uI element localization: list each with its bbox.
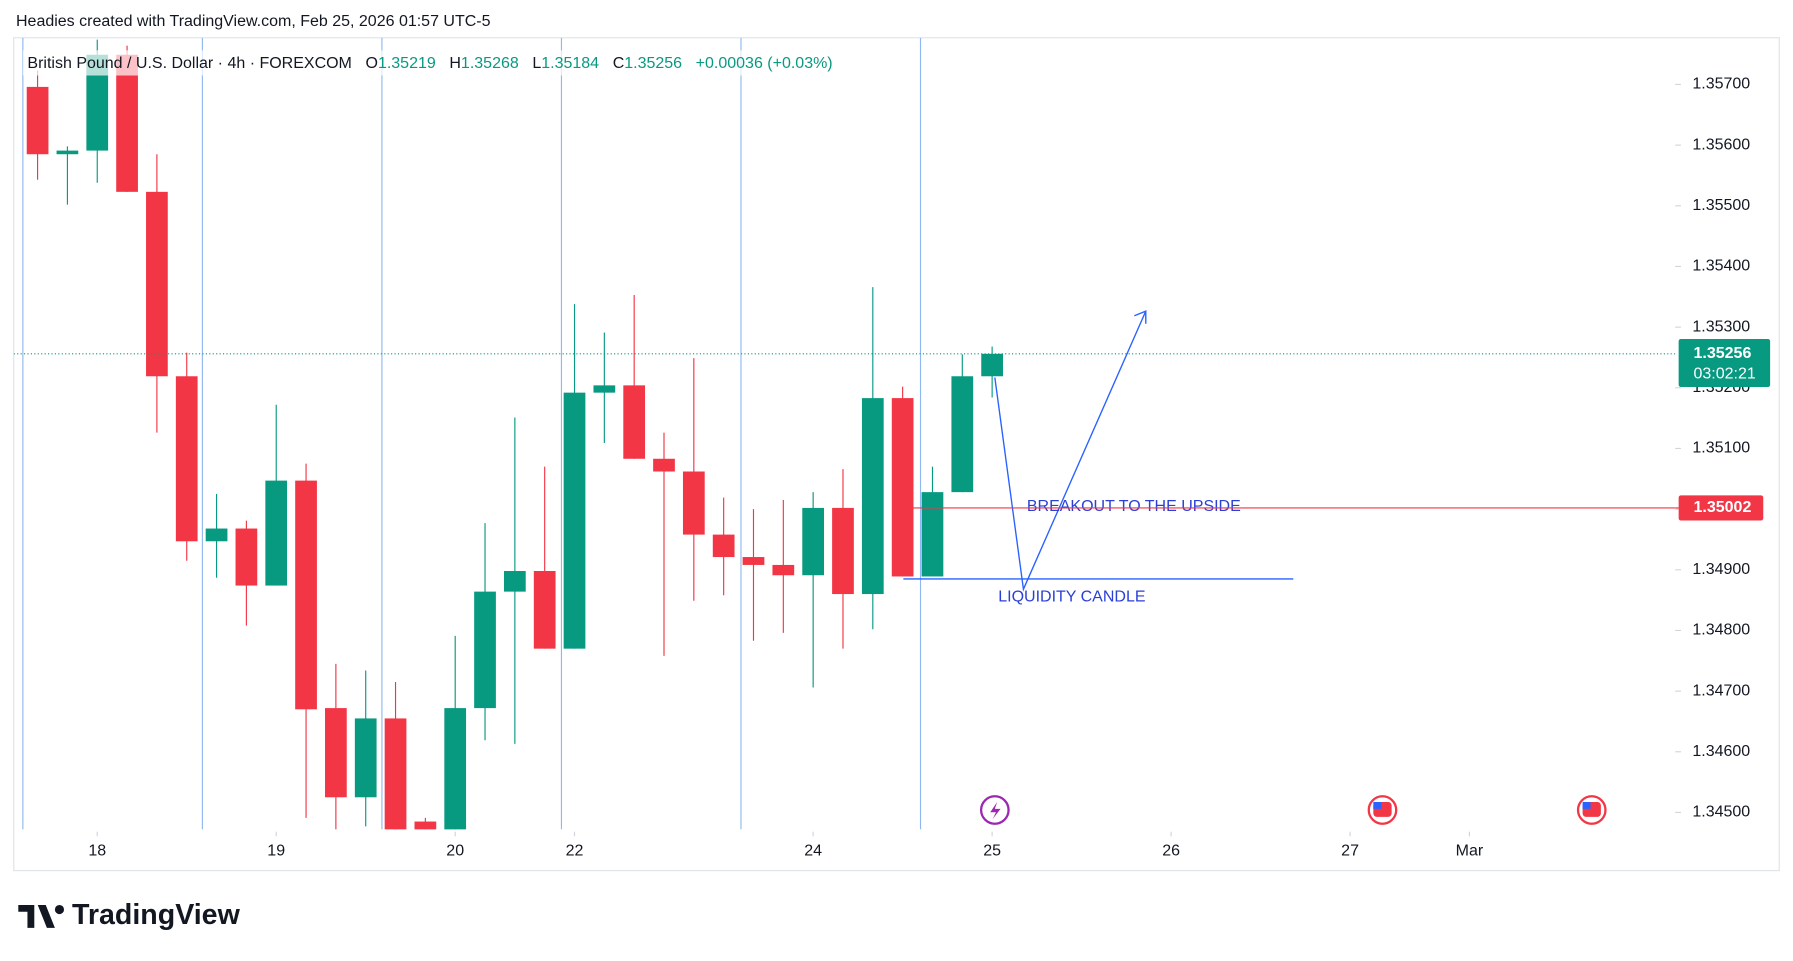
candle-body bbox=[414, 821, 437, 830]
price-level-badge bbox=[1678, 495, 1764, 521]
y-tick-label: 1.35400 bbox=[1692, 258, 1750, 275]
candle-body bbox=[265, 480, 288, 586]
legend-value: 1.35268 bbox=[461, 55, 519, 72]
arrow-path bbox=[994, 310, 1147, 592]
legend-bg bbox=[22, 50, 883, 76]
legend-label: C bbox=[613, 55, 625, 72]
plot-area: BREAKOUT TO THE UPSIDE LIQUIDITY CANDLE bbox=[13, 37, 1676, 830]
candle-body bbox=[623, 385, 646, 459]
y-tick-label: 1.34700 bbox=[1692, 682, 1750, 699]
x-tick-label: 25 bbox=[983, 842, 1001, 859]
logo: TradingView bbox=[18, 899, 241, 931]
legend-label: H bbox=[449, 55, 461, 72]
y-tick-label: 1.35700 bbox=[1692, 76, 1750, 93]
current-price-label: 1.35256 bbox=[1694, 345, 1752, 362]
drawings bbox=[903, 310, 1294, 592]
annotation: BREAKOUT TO THE UPSIDE bbox=[1027, 498, 1241, 515]
candle-body bbox=[86, 54, 109, 151]
x-tick-label: 19 bbox=[267, 842, 285, 859]
legend-text: British Pound / U.S. Dollar · 4h · FOREX… bbox=[27, 55, 832, 72]
y-tick-label: 1.35600 bbox=[1692, 136, 1750, 153]
candle-body bbox=[712, 534, 735, 558]
x-tick-label: 18 bbox=[88, 842, 106, 859]
x-tick-label: 22 bbox=[566, 842, 584, 859]
session-lines bbox=[22, 37, 922, 830]
candle-body bbox=[146, 191, 168, 377]
legend-value: 1.35256 bbox=[624, 55, 682, 72]
candle-body bbox=[802, 507, 825, 576]
candle-body bbox=[175, 376, 198, 542]
candle-body bbox=[26, 86, 49, 155]
flag-canton bbox=[1373, 801, 1382, 809]
y-tick-label: 1.34600 bbox=[1692, 743, 1750, 760]
x-tick-label: 27 bbox=[1341, 842, 1359, 859]
header: Headies created with TradingView.com, Fe… bbox=[16, 13, 491, 30]
current-price-badge bbox=[1678, 338, 1771, 387]
y-tick-label: 1.34900 bbox=[1692, 561, 1750, 578]
legend-symbol: British Pound / U.S. Dollar · 4h · FOREX… bbox=[27, 55, 351, 72]
legend-change: +0.00036 (+0.03%) bbox=[696, 55, 833, 72]
event-icons bbox=[979, 795, 1607, 825]
candle-body bbox=[921, 492, 944, 577]
x-tick-label: 20 bbox=[446, 842, 464, 859]
y-tick-label: 1.35500 bbox=[1692, 197, 1750, 214]
candle-body bbox=[205, 528, 228, 542]
candle-body bbox=[503, 571, 526, 592]
candle-body bbox=[951, 376, 974, 493]
candle-body bbox=[444, 708, 467, 830]
candle-body bbox=[384, 718, 407, 830]
candle-body bbox=[593, 385, 616, 393]
candle-body bbox=[742, 557, 765, 565]
logo-text: TradingView bbox=[72, 899, 241, 931]
candle-body bbox=[861, 398, 884, 595]
chart-frame bbox=[13, 37, 1780, 872]
candle-body bbox=[235, 528, 258, 586]
logo-dot bbox=[54, 904, 65, 915]
x-tick-label: 26 bbox=[1162, 842, 1180, 859]
y-tick-label: 1.34500 bbox=[1692, 804, 1750, 821]
candle-body bbox=[533, 571, 556, 649]
candle-body bbox=[325, 708, 347, 798]
candle-body bbox=[116, 54, 138, 192]
candle-body bbox=[891, 398, 914, 577]
axes: 1.35700 1.35600 1.35500 1.35400 1.35300 1.352… bbox=[88, 76, 1771, 859]
candle-body bbox=[653, 458, 675, 472]
candle-body bbox=[563, 392, 586, 649]
event-icon-bolt bbox=[990, 801, 1001, 820]
candle-body bbox=[772, 564, 795, 576]
y-tick-label: 1.35300 bbox=[1692, 318, 1750, 335]
flag-canton bbox=[1582, 801, 1591, 809]
x-tick-label: Mar bbox=[1456, 842, 1484, 859]
annotation: LIQUIDITY CANDLE bbox=[998, 588, 1145, 605]
y-tick-label: 1.34800 bbox=[1692, 622, 1750, 639]
candles bbox=[26, 39, 1003, 830]
candle-body bbox=[474, 591, 496, 709]
candle-body bbox=[354, 718, 377, 798]
legend-label: O bbox=[365, 55, 377, 72]
candle-body bbox=[981, 353, 1003, 377]
y-tick-label: 1.35100 bbox=[1692, 440, 1750, 457]
legend: British Pound / U.S. Dollar · 4h · FOREX… bbox=[22, 50, 883, 76]
candle-body bbox=[832, 507, 854, 595]
candle-body bbox=[682, 471, 705, 535]
logo-mark bbox=[18, 904, 55, 928]
arrow-head bbox=[1134, 310, 1147, 324]
price-level-label: 1.35002 bbox=[1694, 499, 1752, 516]
candle-body bbox=[56, 150, 79, 155]
legend-label: L bbox=[532, 55, 541, 72]
candle-body bbox=[295, 480, 317, 710]
x-tick-label: 24 bbox=[804, 842, 822, 859]
legend-value: 1.35219 bbox=[378, 55, 436, 72]
countdown: 03:02:21 bbox=[1694, 366, 1756, 383]
legend-value: 1.35184 bbox=[541, 55, 599, 72]
